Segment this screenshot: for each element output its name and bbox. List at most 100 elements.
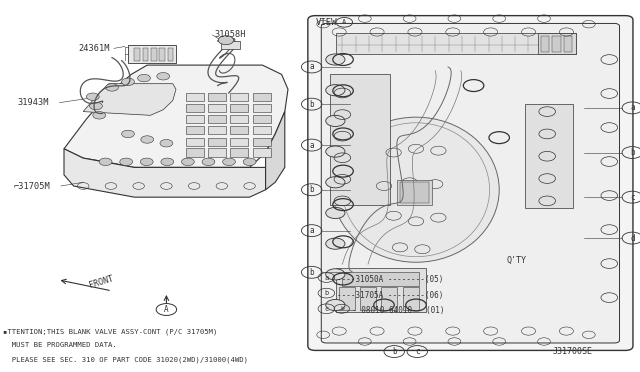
Text: A: A xyxy=(164,305,169,314)
Bar xyxy=(230,148,248,157)
Text: a: a xyxy=(309,62,314,71)
Text: a: a xyxy=(324,275,328,280)
Circle shape xyxy=(120,158,132,166)
Circle shape xyxy=(86,93,99,100)
Text: c: c xyxy=(630,193,635,202)
Text: ▪TTENTION;THIS BLANK VALVE ASSY-CONT (P/C 31705M): ▪TTENTION;THIS BLANK VALVE ASSY-CONT (P/… xyxy=(3,328,218,334)
Bar xyxy=(128,45,176,63)
Text: c: c xyxy=(324,306,328,312)
Circle shape xyxy=(326,177,345,188)
Bar xyxy=(400,182,429,203)
Bar xyxy=(538,33,576,54)
Text: ⌐31705M: ⌐31705M xyxy=(14,182,51,190)
Bar xyxy=(186,93,204,101)
Bar xyxy=(253,138,271,146)
Circle shape xyxy=(106,84,118,91)
Bar xyxy=(541,36,549,52)
Circle shape xyxy=(141,136,154,143)
Text: b: b xyxy=(309,185,314,194)
Text: ----31705A --------(06): ----31705A --------(06) xyxy=(337,291,443,300)
Text: b: b xyxy=(340,306,344,311)
Circle shape xyxy=(326,115,345,126)
FancyBboxPatch shape xyxy=(321,23,620,343)
Text: A: A xyxy=(342,19,346,25)
Bar xyxy=(159,48,165,61)
Bar xyxy=(339,287,355,310)
Circle shape xyxy=(326,146,345,157)
Circle shape xyxy=(202,158,215,166)
Text: a: a xyxy=(630,103,635,112)
Polygon shape xyxy=(266,112,285,190)
Bar xyxy=(253,104,271,112)
Bar xyxy=(230,104,248,112)
Bar xyxy=(253,148,271,157)
Bar xyxy=(186,115,204,123)
Text: Q'TY: Q'TY xyxy=(507,256,527,265)
Bar xyxy=(336,33,576,54)
Bar xyxy=(208,93,226,101)
Circle shape xyxy=(93,112,106,119)
Bar xyxy=(208,126,226,134)
Bar xyxy=(342,272,419,286)
Bar xyxy=(208,148,226,157)
Bar xyxy=(221,41,240,49)
Circle shape xyxy=(326,299,345,311)
Bar xyxy=(208,138,226,146)
Bar xyxy=(151,48,157,61)
Circle shape xyxy=(122,130,134,138)
Text: a: a xyxy=(309,141,314,150)
Text: 24361M: 24361M xyxy=(79,44,110,53)
Circle shape xyxy=(326,269,345,280)
Bar xyxy=(143,48,148,61)
Text: - 08010-64010-- (01): - 08010-64010-- (01) xyxy=(352,307,445,315)
Bar xyxy=(134,48,140,61)
Text: PLEASE SEE SEC. 310 OF PART CODE 31020(2WD)/31000(4WD): PLEASE SEE SEC. 310 OF PART CODE 31020(2… xyxy=(3,356,248,363)
Circle shape xyxy=(326,85,345,96)
Text: b: b xyxy=(324,290,328,296)
Text: a: a xyxy=(309,226,314,235)
Bar xyxy=(336,268,426,312)
Text: 31058H: 31058H xyxy=(214,31,246,39)
Circle shape xyxy=(182,158,195,166)
Circle shape xyxy=(138,74,150,82)
Bar xyxy=(253,115,271,123)
Polygon shape xyxy=(64,149,266,197)
Bar xyxy=(230,115,248,123)
Bar xyxy=(168,48,173,61)
Text: b: b xyxy=(392,347,397,356)
Bar xyxy=(230,138,248,146)
Bar xyxy=(208,104,226,112)
Text: VIEW: VIEW xyxy=(316,18,337,27)
Text: c: c xyxy=(415,347,420,356)
Circle shape xyxy=(326,238,345,249)
Circle shape xyxy=(99,158,112,166)
Circle shape xyxy=(157,73,170,80)
Circle shape xyxy=(160,140,173,147)
Text: J31700SE: J31700SE xyxy=(553,347,593,356)
Text: b: b xyxy=(309,100,314,109)
Bar xyxy=(403,287,419,310)
Bar xyxy=(525,104,573,208)
Circle shape xyxy=(223,158,236,166)
Bar xyxy=(253,126,271,134)
Circle shape xyxy=(122,78,134,86)
Bar xyxy=(253,93,271,101)
Circle shape xyxy=(326,208,345,219)
Text: b: b xyxy=(309,268,314,277)
Bar xyxy=(186,148,204,157)
Circle shape xyxy=(243,158,256,166)
Text: 31943M: 31943M xyxy=(18,98,49,107)
Bar xyxy=(564,36,572,52)
Circle shape xyxy=(90,102,102,110)
Circle shape xyxy=(140,158,153,166)
Bar xyxy=(230,126,248,134)
Bar xyxy=(186,104,204,112)
Text: MUST BE PROGRAMMED DATA.: MUST BE PROGRAMMED DATA. xyxy=(3,342,117,348)
Text: ----31050A --------(05): ----31050A --------(05) xyxy=(337,275,443,284)
Polygon shape xyxy=(83,84,176,115)
Text: d: d xyxy=(630,234,635,243)
Bar xyxy=(552,36,561,52)
Circle shape xyxy=(161,158,173,166)
Text: FRONT: FRONT xyxy=(88,275,115,290)
Bar xyxy=(208,115,226,123)
